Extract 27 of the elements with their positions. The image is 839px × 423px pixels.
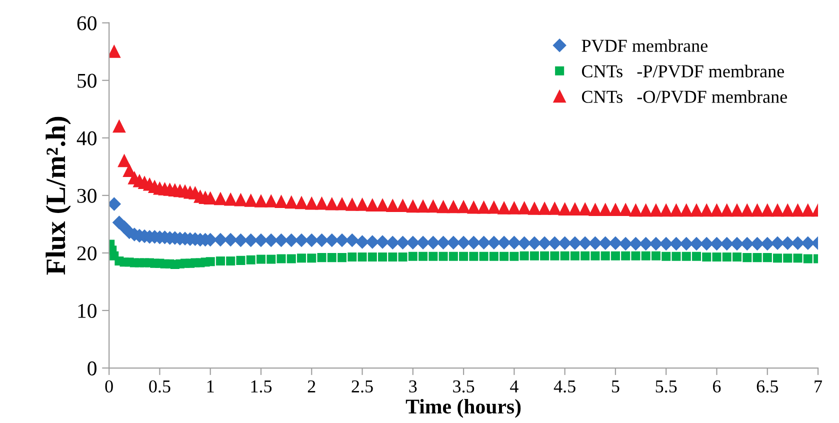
x-tick-label: 2.5 <box>352 380 373 393</box>
x-tick-label: 5.5 <box>656 380 677 393</box>
y-tick-label: 20 <box>77 246 96 260</box>
legend-label: CNTs -O/PVDF membrane <box>582 90 787 104</box>
x-tick-label: 3 <box>409 380 417 393</box>
x-tick-label: 1 <box>207 380 214 392</box>
y-tick-label: 60 <box>77 16 96 30</box>
y-tick-label: 10 <box>78 304 96 318</box>
x-tick-label: 0 <box>105 380 113 393</box>
x-tick-label: 5 <box>612 380 620 393</box>
legend-label: CNTs -P/PVDF membrane <box>582 64 784 78</box>
y-tick-label: 0 <box>88 361 96 376</box>
y-tick-label: 40 <box>76 131 96 146</box>
x-tick-label: 4.5 <box>554 380 576 393</box>
y-tick-label: 30 <box>77 188 96 203</box>
x-tick-label: 6.5 <box>756 380 778 393</box>
x-tick-label: 2 <box>308 380 316 392</box>
x-tick-label: 7 <box>814 380 822 392</box>
y-tick-label: 50 <box>78 74 96 88</box>
x-tick-label: 6 <box>713 380 721 393</box>
x-axis-title: Time (hours) <box>406 398 521 418</box>
x-tick-label: 0.5 <box>149 380 170 393</box>
y-axis-title: Flux (L/m².h) <box>46 116 71 275</box>
legend-label: PVDF membrane <box>582 39 708 52</box>
x-tick-label: 1.5 <box>251 380 272 393</box>
x-tick-label: 3.5 <box>453 380 474 393</box>
x-tick-label: 4 <box>510 380 518 392</box>
